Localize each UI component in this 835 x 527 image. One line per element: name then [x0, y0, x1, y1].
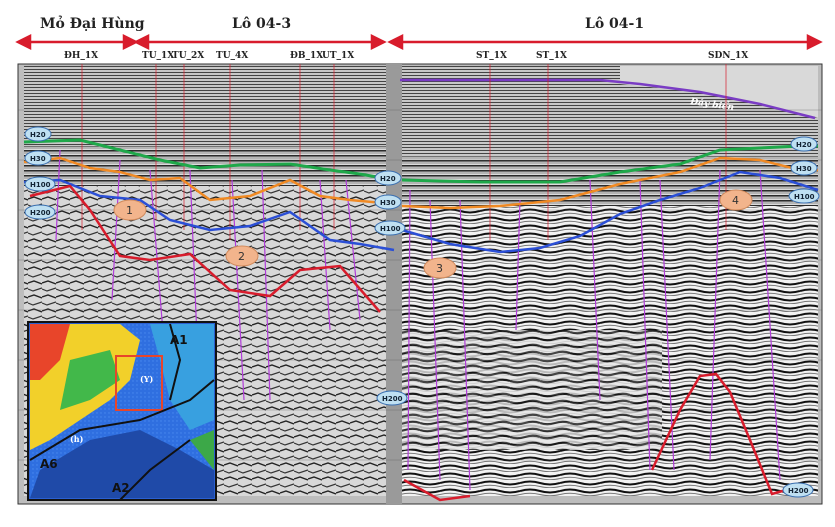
inset-marker-y: (Y)	[140, 374, 153, 384]
label-h100-left: H100	[30, 181, 51, 189]
inset-map-high	[30, 324, 70, 380]
horizon-h20-left	[23, 138, 395, 182]
label-h100-right: H100	[794, 193, 815, 201]
label-h20-right: H20	[796, 141, 812, 149]
well-st-1x-a: ST_1X	[476, 51, 507, 61]
inset-label-a6: A6	[40, 457, 58, 471]
seafloor-line	[400, 78, 816, 120]
inset-map-study-box	[115, 355, 163, 411]
zone-1: 1	[126, 204, 133, 217]
inset-map: A1 A6 A2 (Y) (h)	[27, 321, 217, 501]
deep-wavy-band	[402, 330, 662, 450]
inset-map-basin	[30, 430, 214, 498]
horizon-h30-left	[23, 156, 395, 206]
horizon-h200-right-a	[403, 478, 471, 502]
well-tu-1x: TU_1X	[142, 51, 174, 61]
inset-map-east-high	[190, 430, 214, 470]
inset-map-slope	[150, 324, 214, 430]
well-ut-1x: UT_1X	[322, 51, 354, 61]
extent-arrows	[15, 33, 823, 51]
section-join-band	[386, 64, 402, 504]
water-column-left	[24, 66, 394, 146]
horizon-h200-left	[29, 184, 381, 313]
well-dh-1x: ĐH_1X	[64, 51, 98, 61]
label-h20-mid: H20	[380, 175, 396, 183]
horizon-h100-left	[23, 178, 395, 252]
inset-label-a1: A1	[170, 333, 188, 347]
well-st-1x-b: ST_1X	[536, 51, 567, 61]
header-lo-04-1: Lô 04-1	[585, 16, 644, 32]
inset-map-mid	[60, 350, 120, 410]
header-dai-hung: Mỏ Đại Hùng	[40, 15, 145, 32]
label-h200-right: H200	[788, 487, 809, 495]
zone-2: 2	[238, 250, 245, 263]
header-lo-04-3: Lô 04-3	[232, 16, 291, 32]
label-h200-mid: H200	[382, 395, 403, 403]
well-tu-4x: TU_4X	[216, 51, 248, 61]
inset-label-a2: A2	[112, 481, 130, 495]
label-h30-left: H30	[30, 155, 46, 163]
label-h30-mid: H30	[380, 199, 396, 207]
horizon-h200-right-b	[650, 372, 801, 496]
zone-3: 3	[436, 262, 443, 275]
label-h30-right: H30	[796, 165, 812, 173]
inset-map-boundary-2	[119, 439, 191, 501]
horizon-h20-right	[401, 144, 818, 184]
zones: 1 2 3 4	[113, 189, 753, 279]
well-sdn-1x: SDN_1X	[708, 51, 748, 61]
horizon-h100-right	[401, 170, 819, 254]
label-h200-left: H200	[30, 209, 51, 217]
horizon-h30-right	[401, 156, 818, 210]
zone-4: 4	[732, 194, 739, 207]
inset-marker-h: (h)	[70, 434, 84, 444]
horizon-bubbles: H20 H30 H100 H200 H20 H30 H100 H200 H20 …	[24, 126, 820, 498]
label-h20-left: H20	[30, 131, 46, 139]
well-labels: ĐH_1X TU_1X TU_2X TU_4X ĐB_1X UT_1X ST_1…	[64, 51, 748, 61]
well-tu-2x: TU_2X	[172, 51, 204, 61]
well-db-1x: ĐB_1X	[290, 51, 323, 61]
inset-map-boundary-1	[29, 379, 215, 461]
inset-map-boundary-3	[169, 323, 182, 401]
label-h100-mid: H100	[380, 225, 401, 233]
